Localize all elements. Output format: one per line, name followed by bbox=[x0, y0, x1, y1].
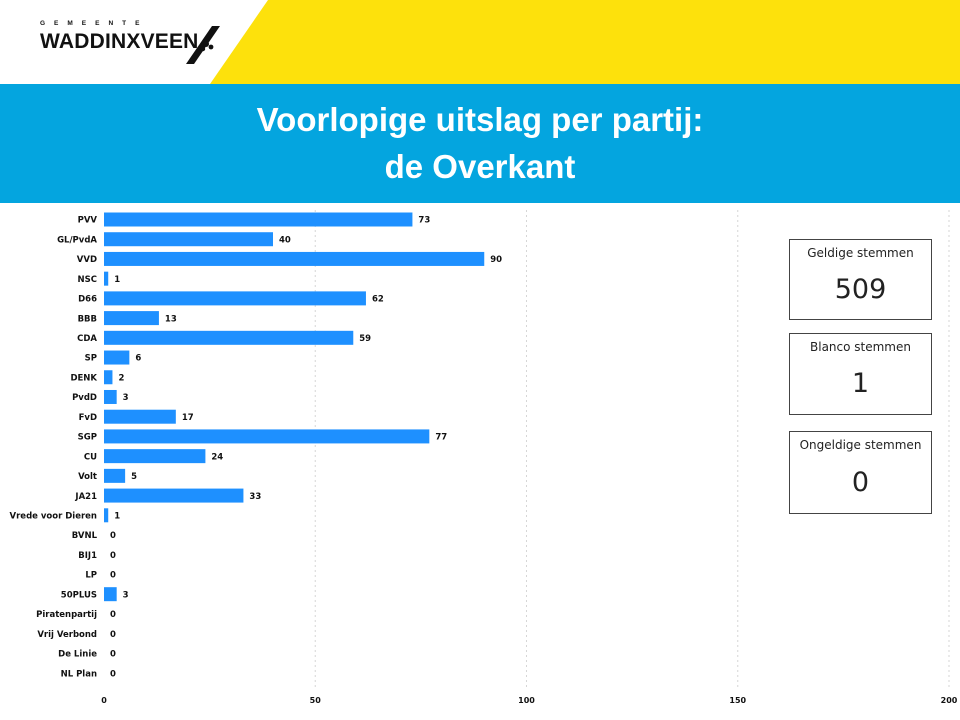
kpi-card-geldige: Geldige stemmen 509 bbox=[789, 239, 932, 320]
data-label: 0 bbox=[110, 630, 116, 640]
category-label: GL/PvdA bbox=[57, 235, 97, 245]
data-label: 62 bbox=[372, 295, 384, 305]
data-label: 77 bbox=[435, 433, 447, 443]
data-label: 6 bbox=[135, 354, 141, 364]
bar bbox=[104, 389, 117, 404]
category-label: De Linie bbox=[58, 650, 97, 660]
data-label: 90 bbox=[490, 255, 502, 265]
data-label: 3 bbox=[123, 590, 129, 600]
data-label: 5 bbox=[131, 472, 137, 482]
data-label: 0 bbox=[110, 610, 116, 620]
data-label: 0 bbox=[110, 650, 116, 660]
bar bbox=[104, 232, 273, 247]
category-label: VVD bbox=[77, 255, 97, 265]
category-label: LP bbox=[85, 571, 97, 581]
bar bbox=[104, 311, 159, 326]
waddinxveen-logo: GEMEENTE WADDINXVEEN bbox=[40, 20, 220, 66]
page-title-line-2: de Overkant bbox=[384, 148, 576, 185]
category-label: Piratenpartij bbox=[36, 610, 97, 620]
kpi-label: Ongeldige stemmen bbox=[799, 438, 922, 452]
kpi-card-ongeldige: Ongeldige stemmen 0 bbox=[789, 431, 932, 514]
category-label: D66 bbox=[78, 295, 97, 305]
category-label: NL Plan bbox=[61, 669, 97, 679]
coat-of-arms-icon bbox=[186, 26, 220, 64]
bar bbox=[104, 488, 244, 503]
kpi-card-blanco: Blanco stemmen 1 bbox=[789, 333, 932, 415]
category-label: BVNL bbox=[72, 531, 98, 541]
category-label: CU bbox=[84, 452, 97, 462]
title-band bbox=[0, 84, 960, 203]
category-label: BIJ1 bbox=[78, 551, 97, 561]
bar bbox=[104, 468, 126, 483]
data-label: 24 bbox=[211, 452, 223, 462]
logo-gemeente-text: GEMEENTE bbox=[40, 20, 149, 27]
data-label: 40 bbox=[279, 235, 291, 245]
x-tick-label: 150 bbox=[729, 696, 746, 705]
bar bbox=[104, 508, 109, 523]
category-label: PVV bbox=[78, 216, 98, 226]
page-title-line-1: Voorlopige uitslag per partij: bbox=[256, 101, 704, 138]
category-label: Vrij Verbond bbox=[37, 630, 97, 640]
data-label: 0 bbox=[110, 531, 116, 541]
kpi-value: 0 bbox=[851, 467, 870, 498]
data-label: 73 bbox=[418, 216, 430, 226]
x-tick-label: 100 bbox=[518, 696, 535, 705]
bar bbox=[104, 251, 485, 266]
category-label: JA21 bbox=[74, 492, 97, 502]
category-label: Vrede voor Dieren bbox=[10, 512, 97, 522]
data-label: 33 bbox=[249, 492, 261, 502]
category-label: SGP bbox=[78, 433, 97, 443]
category-label: DENK bbox=[70, 373, 97, 383]
data-label: 59 bbox=[359, 334, 371, 344]
header-yellow-band bbox=[210, 0, 960, 84]
bar bbox=[104, 587, 117, 602]
data-label: 0 bbox=[110, 571, 116, 581]
kpi-value: 1 bbox=[851, 368, 870, 399]
data-label: 17 bbox=[182, 413, 194, 423]
bar bbox=[104, 370, 113, 385]
bar bbox=[104, 330, 354, 345]
kpi-label: Geldige stemmen bbox=[807, 246, 914, 260]
kpi-value: 509 bbox=[834, 274, 887, 305]
category-label: CDA bbox=[77, 334, 97, 344]
data-label: 1 bbox=[114, 275, 120, 285]
data-label: 2 bbox=[118, 373, 124, 383]
data-label: 1 bbox=[114, 512, 120, 522]
kpi-label: Blanco stemmen bbox=[810, 340, 911, 354]
x-tick-label: 0 bbox=[101, 696, 107, 705]
logo-name-text: WADDINXVEEN bbox=[40, 30, 199, 53]
bar bbox=[104, 291, 366, 306]
category-label: BBB bbox=[78, 314, 97, 324]
category-label: NSC bbox=[78, 275, 97, 285]
bar bbox=[104, 449, 206, 464]
data-label: 0 bbox=[110, 669, 116, 679]
data-label: 3 bbox=[123, 393, 129, 403]
bar bbox=[104, 409, 176, 424]
data-label: 0 bbox=[110, 551, 116, 561]
category-label: PvdD bbox=[72, 393, 97, 403]
category-label: SP bbox=[85, 354, 97, 364]
category-label: FvD bbox=[79, 413, 97, 423]
category-label: Volt bbox=[78, 472, 97, 482]
x-tick-label: 200 bbox=[941, 696, 958, 705]
bar bbox=[104, 271, 109, 286]
bar bbox=[104, 350, 130, 365]
x-tick-label: 50 bbox=[310, 696, 322, 705]
data-label: 13 bbox=[165, 314, 177, 324]
category-label: 50PLUS bbox=[61, 590, 97, 600]
bar bbox=[104, 429, 430, 444]
bar bbox=[104, 212, 413, 227]
